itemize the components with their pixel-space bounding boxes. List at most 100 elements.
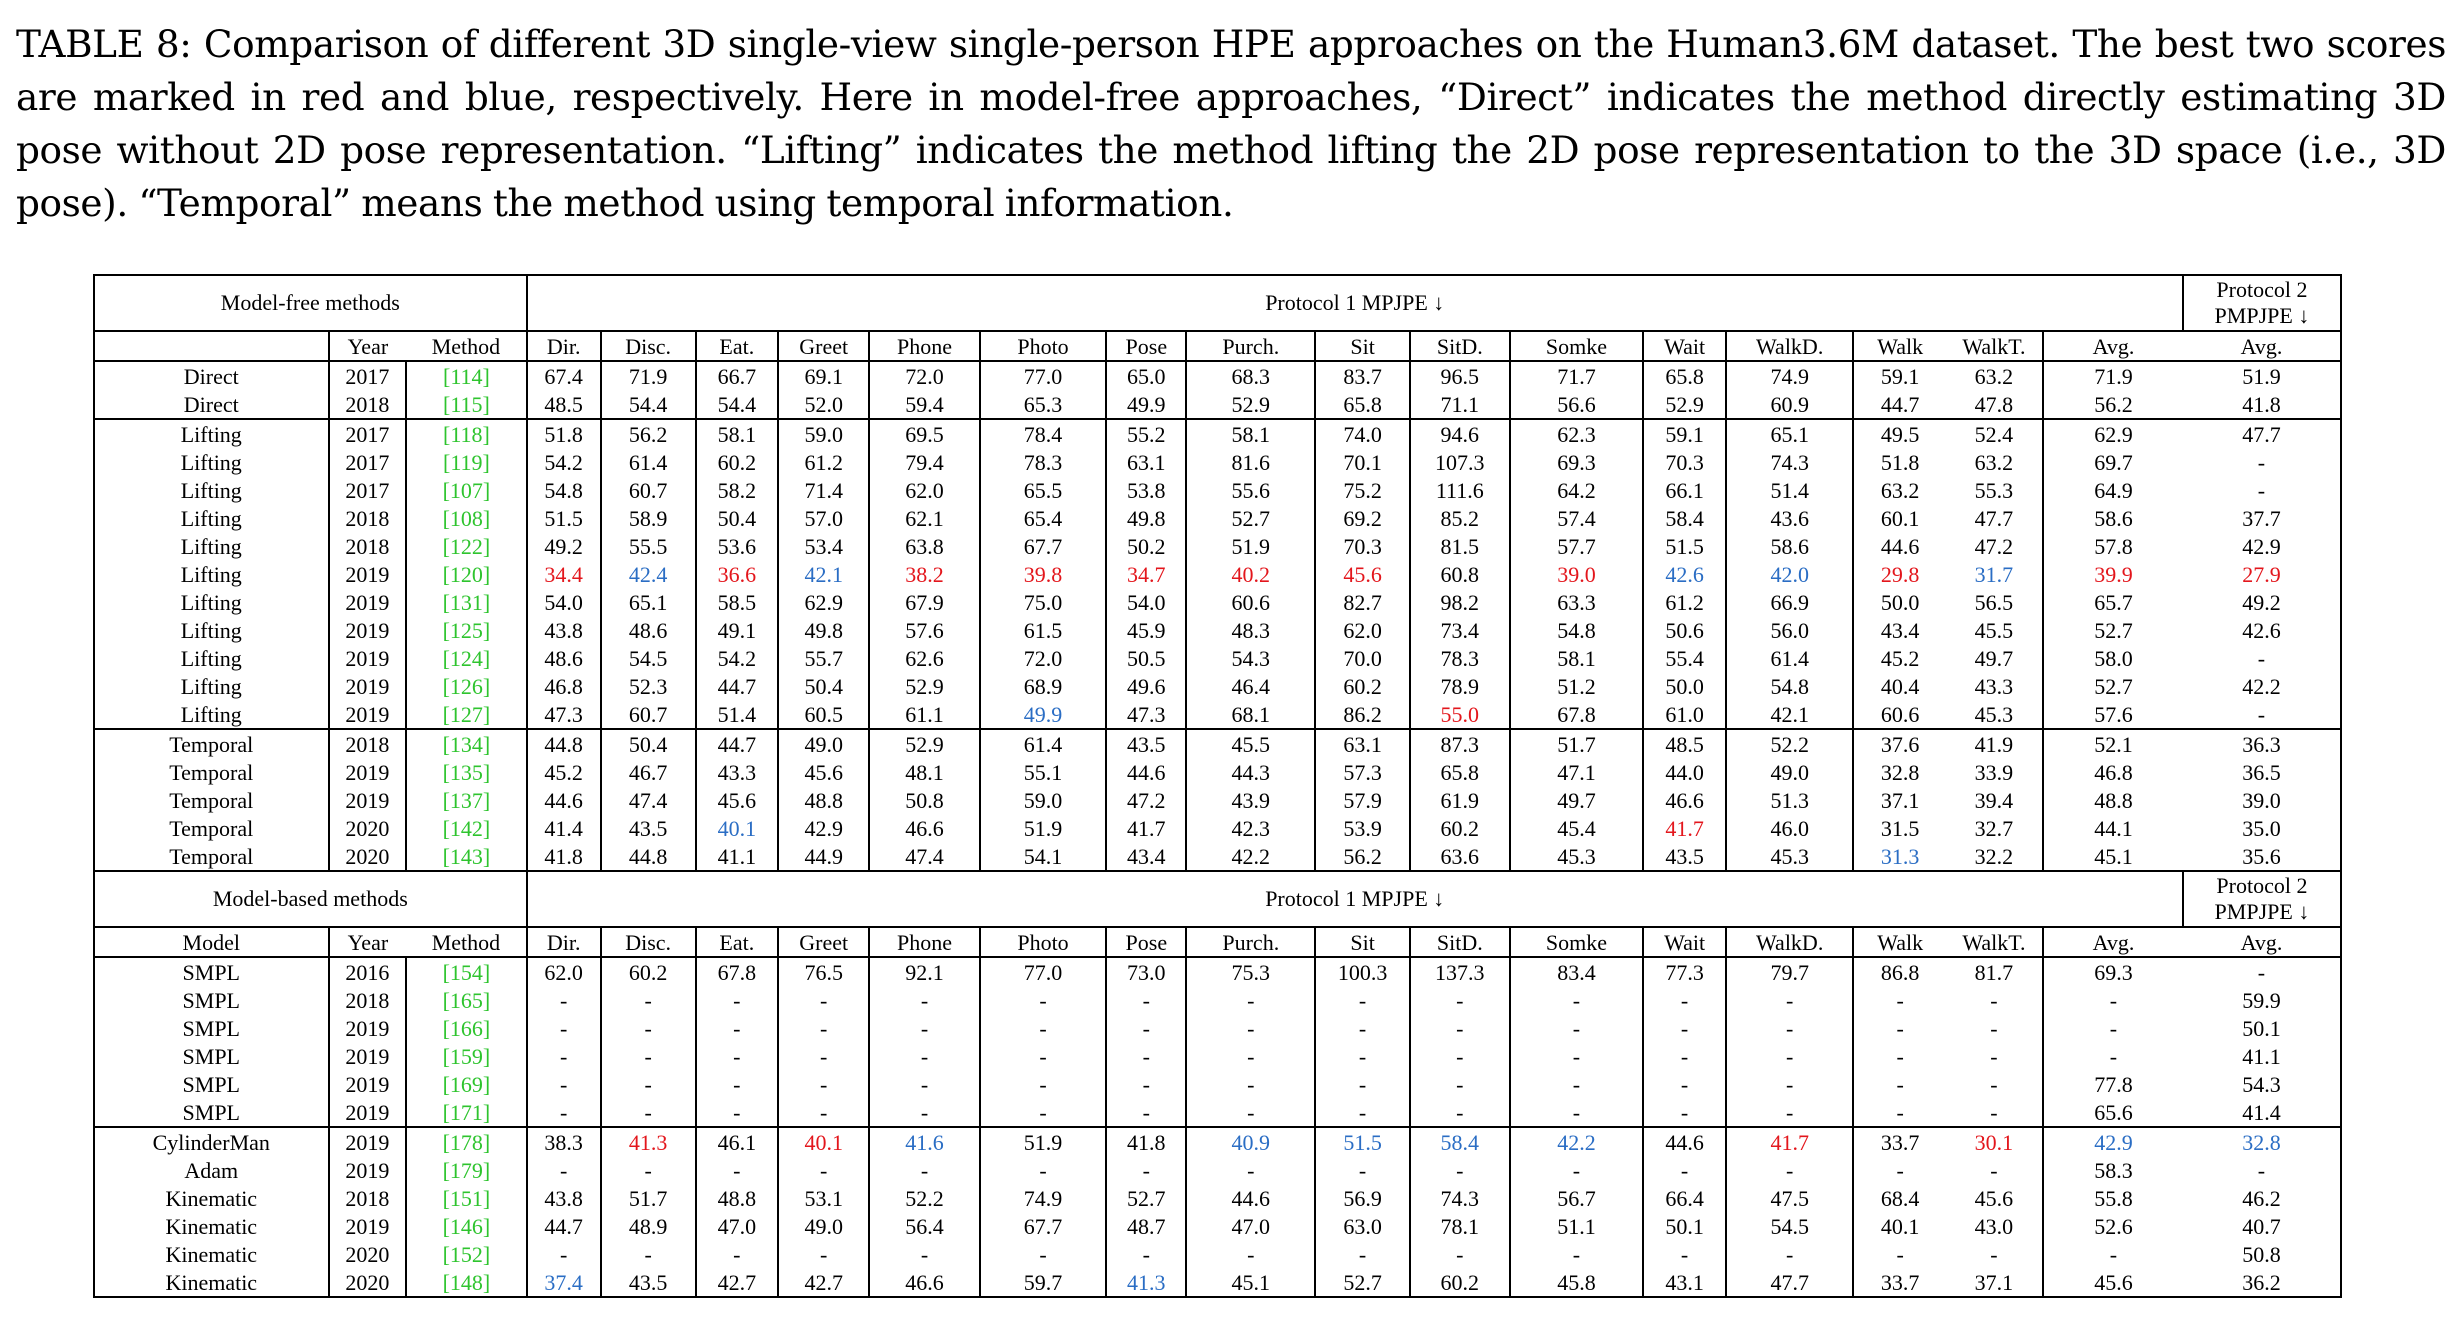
score-cell: 42.3	[1185, 814, 1316, 842]
row-group-label: Adam	[93, 1156, 329, 1184]
score-cell: -	[978, 1098, 1107, 1128]
score-cell: 41.8	[525, 842, 601, 872]
score-cell: 59.9	[2182, 986, 2343, 1014]
method-ref: [107]	[405, 476, 528, 504]
score-cell: -	[2042, 1042, 2183, 1070]
score-cell: 63.2	[1945, 448, 2045, 476]
column-header: Phone	[868, 331, 980, 362]
score-cell: 33.7	[1852, 1268, 1946, 1298]
method-ref: [142]	[405, 814, 528, 842]
score-cell: 57.9	[1314, 786, 1410, 814]
score-cell: 60.7	[599, 700, 696, 730]
column-header: Dir.	[525, 927, 601, 958]
score-cell: 71.7	[1508, 361, 1644, 390]
row-group-label: Direct	[93, 390, 329, 420]
score-cell: -	[525, 1042, 601, 1070]
score-cell: 51.9	[978, 814, 1107, 842]
score-cell: 46.7	[599, 758, 696, 786]
section-title: Model-free methods	[93, 274, 528, 332]
method-ref: [126]	[405, 672, 528, 700]
method-ref: [171]	[405, 1098, 528, 1128]
table-row: Lifting 2019 [124] 48.6 54.5 54.2 55.7 62.6 72.0…	[93, 644, 2343, 672]
score-cell: 65.8	[1408, 758, 1510, 786]
score-cell: 78.3	[1408, 644, 1510, 672]
year-cell: 2017	[327, 476, 407, 504]
score-cell: -	[1642, 1240, 1726, 1268]
year-cell: 2019	[327, 1127, 407, 1156]
score-cell: 40.1	[694, 814, 779, 842]
results-table-container: Model-free methods Protocol 1 MPJPE ↓ Prot…	[93, 274, 2343, 1298]
table-row: Kinematic 2020 [152] - - - - - - - - - - - - - - - -50.8	[93, 1240, 2343, 1268]
method-ref: [118]	[405, 419, 528, 448]
column-header: SitD.	[1408, 927, 1510, 958]
score-cell: -	[1408, 1070, 1510, 1098]
column-header: Pose	[1105, 927, 1187, 958]
score-cell: 43.0	[1945, 1212, 2045, 1240]
method-ref: [148]	[405, 1268, 528, 1298]
column-header: Walk	[1852, 331, 1946, 362]
score-cell: 61.0	[1642, 700, 1726, 730]
score-cell: 48.5	[525, 390, 601, 420]
score-cell: 47.2	[1945, 532, 2045, 560]
score-cell: 56.7	[1508, 1184, 1644, 1212]
score-cell: 45.6	[777, 758, 870, 786]
score-cell: 63.2	[1945, 361, 2045, 390]
column-header: Dir.	[525, 331, 601, 362]
score-cell: 37.1	[1852, 786, 1946, 814]
score-cell: 33.9	[1945, 758, 2045, 786]
score-cell: 41.4	[2182, 1098, 2343, 1128]
year-cell: 2017	[327, 419, 407, 448]
score-cell: 51.9	[2182, 361, 2343, 390]
score-cell: 44.7	[1852, 390, 1946, 420]
year-cell: 2020	[327, 814, 407, 842]
column-header: Year	[327, 927, 407, 958]
score-cell: 48.7	[1105, 1212, 1187, 1240]
score-cell: 46.4	[1185, 672, 1316, 700]
row-group-label: SMPL	[93, 1014, 329, 1042]
score-cell: 51.4	[694, 700, 779, 730]
score-cell: 42.7	[777, 1268, 870, 1298]
score-cell: -	[1314, 1156, 1410, 1184]
score-cell: 53.6	[694, 532, 779, 560]
column-header: Eat.	[694, 927, 779, 958]
score-cell: -	[1408, 986, 1510, 1014]
score-cell: 65.8	[1314, 390, 1410, 420]
score-cell: -	[1185, 1098, 1316, 1128]
score-cell: 54.5	[1724, 1212, 1854, 1240]
score-cell: 68.9	[978, 672, 1107, 700]
score-cell: 55.8	[2042, 1184, 2183, 1212]
column-header: Avg.	[2042, 927, 2183, 958]
row-group-label: Direct	[93, 361, 329, 390]
score-cell: 61.4	[978, 729, 1107, 758]
score-cell: 47.3	[525, 700, 601, 730]
score-cell: 62.3	[1508, 419, 1644, 448]
results-table: Model-free methods Protocol 1 MPJPE ↓ Prot…	[93, 274, 2343, 1298]
table-row: Adam 2019 [179] - - - - - - - - - - - - - - -58.3-	[93, 1156, 2343, 1184]
score-cell: -	[2182, 448, 2343, 476]
score-cell: 42.2	[1185, 842, 1316, 872]
score-cell: 77.8	[2042, 1070, 2183, 1098]
score-cell: 52.9	[1185, 390, 1316, 420]
year-cell: 2018	[327, 532, 407, 560]
score-cell: 46.6	[1642, 786, 1726, 814]
score-cell: 59.7	[978, 1268, 1107, 1298]
score-cell: -	[2042, 1240, 2183, 1268]
score-cell: 57.0	[777, 504, 870, 532]
year-cell: 2019	[327, 616, 407, 644]
score-cell: 58.1	[694, 419, 779, 448]
score-cell: -	[868, 1240, 980, 1268]
score-cell: 58.1	[1185, 419, 1316, 448]
score-cell: 60.2	[1408, 1268, 1510, 1298]
score-cell: 51.8	[525, 419, 601, 448]
score-cell: 43.6	[1724, 504, 1854, 532]
score-cell: 74.9	[1724, 361, 1854, 390]
score-cell: -	[777, 1070, 870, 1098]
score-cell: 58.2	[694, 476, 779, 504]
table-row: Lifting 2018 [122] 49.2 55.5 53.6 53.4 63.8 67.7…	[93, 532, 2343, 560]
score-cell: 45.3	[1508, 842, 1644, 872]
score-cell: 43.4	[1852, 616, 1946, 644]
score-cell: -	[1314, 1098, 1410, 1128]
column-header: Disc.	[599, 331, 696, 362]
row-group-label: SMPL	[93, 1070, 329, 1098]
score-cell: 31.7	[1945, 560, 2045, 588]
